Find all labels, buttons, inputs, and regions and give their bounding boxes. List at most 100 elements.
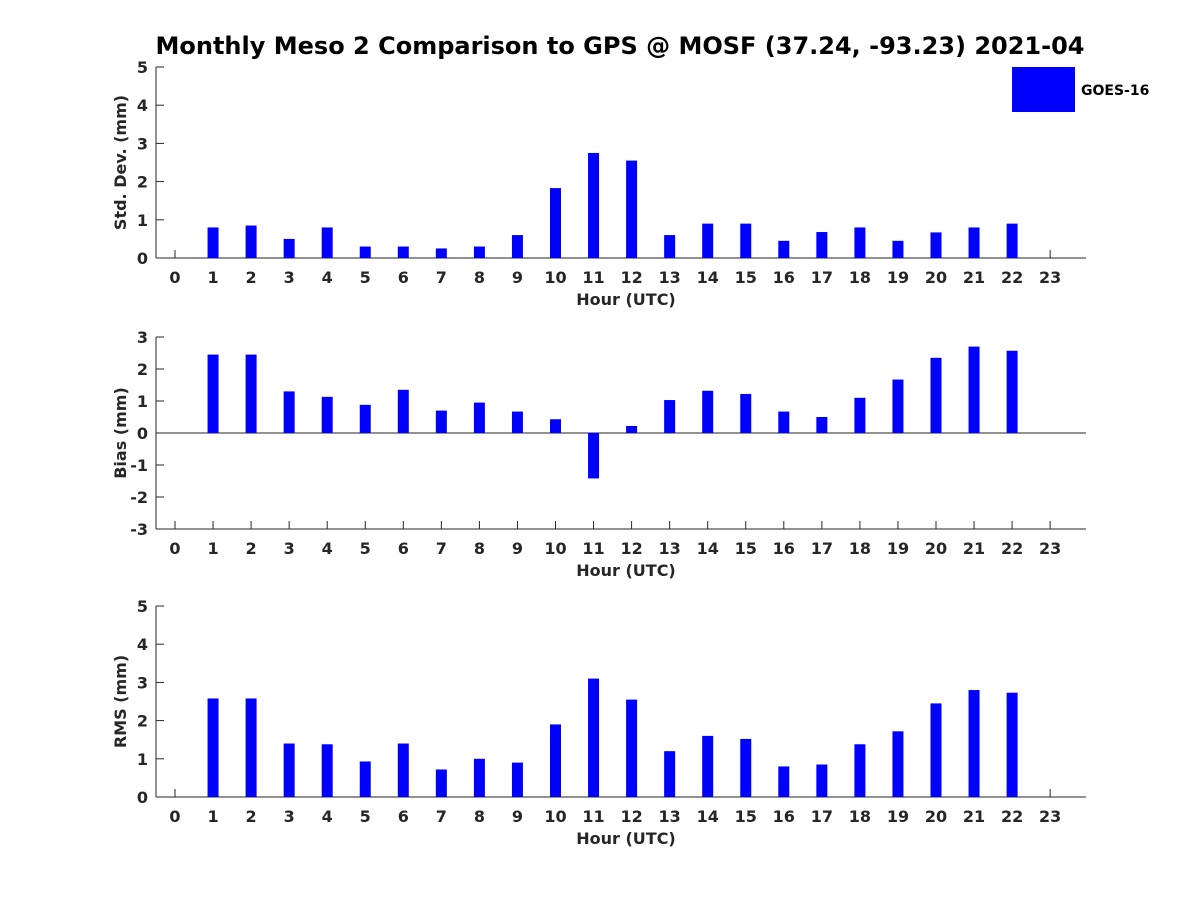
rms-bar	[511, 762, 523, 797]
rms-x-tick-label: 10	[544, 807, 566, 826]
std-dev-x-tick-label: 1	[207, 268, 218, 287]
std-dev-x-tick-label: 19	[887, 268, 909, 287]
rms-y-tick-label: 3	[137, 673, 148, 692]
rms-x-tick-label: 9	[512, 807, 523, 826]
bias-y-tick-label: 1	[137, 392, 148, 411]
std-dev-bar	[816, 232, 828, 258]
bias-x-axis-label: Hour (UTC)	[576, 561, 676, 580]
rms-bar	[550, 724, 561, 797]
rms-y-tick-label: 2	[137, 712, 148, 731]
legend-swatch	[1012, 67, 1075, 112]
bias-bar	[588, 433, 600, 479]
bias-x-tick-label: 5	[360, 539, 371, 558]
bias-x-tick-label: 22	[1001, 539, 1023, 558]
bias-x-tick-label: 12	[620, 539, 642, 558]
rms-bar	[854, 744, 866, 797]
std-dev-x-tick-label: 6	[398, 268, 409, 287]
std-dev-x-axis-label: Hour (UTC)	[576, 290, 676, 309]
rms-x-tick-label: 2	[246, 807, 257, 826]
rms-x-tick-label: 17	[811, 807, 833, 826]
std-dev-y-axis-label: Std. Dev. (mm)	[111, 95, 130, 230]
rms-x-tick-label: 5	[360, 807, 371, 826]
bias-x-tick-label: 2	[246, 539, 257, 558]
rms-x-tick-label: 4	[322, 807, 333, 826]
std-dev-x-tick-label: 21	[963, 268, 985, 287]
rms-x-tick-label: 3	[284, 807, 295, 826]
rms-x-tick-label: 7	[436, 807, 447, 826]
bias-bar	[740, 393, 752, 433]
rms-y-tick-label: 4	[137, 635, 148, 654]
rms-x-tick-label: 18	[849, 807, 871, 826]
rms-bar	[435, 769, 447, 797]
bias-x-tick-label: 15	[735, 539, 757, 558]
std-dev-x-tick-label: 10	[544, 268, 566, 287]
std-dev-bar	[930, 232, 942, 258]
bias-bar	[854, 397, 866, 433]
bias-bar	[968, 346, 980, 433]
std-dev-x-tick-label: 2	[246, 268, 257, 287]
rms-x-tick-label: 22	[1001, 807, 1023, 826]
bias-x-tick-label: 14	[697, 539, 719, 558]
bias-bar	[511, 411, 523, 433]
bias-bar	[1006, 350, 1018, 433]
rms-y-tick-label: 1	[137, 750, 148, 769]
bias-x-tick-label: 6	[398, 539, 409, 558]
rms-x-tick-label: 13	[659, 807, 681, 826]
std-dev-x-tick-label: 12	[620, 268, 642, 287]
rms-bar	[702, 735, 714, 797]
rms-bar	[892, 731, 904, 797]
bias-x-tick-label: 9	[512, 539, 523, 558]
bias-bar	[207, 354, 219, 433]
rms-x-tick-label: 19	[887, 807, 909, 826]
std-dev-x-tick-label: 18	[849, 268, 871, 287]
rms-bar	[359, 761, 371, 797]
bias-bar	[435, 410, 447, 433]
rms-x-tick-label: 8	[474, 807, 485, 826]
bias-bar	[473, 402, 485, 433]
std-dev-y-tick-label: 5	[137, 58, 148, 77]
bias-x-tick-label: 17	[811, 539, 833, 558]
bias-x-tick-label: 16	[773, 539, 795, 558]
std-dev-bar	[435, 248, 447, 258]
rms-x-axis-label: Hour (UTC)	[576, 829, 676, 848]
bias-y-tick-label: 3	[137, 328, 148, 347]
bias-y-tick-label: -3	[130, 520, 148, 539]
bias-x-tick-label: 3	[284, 539, 295, 558]
bias-x-tick-label: 13	[659, 539, 681, 558]
rms-x-tick-label: 11	[582, 807, 604, 826]
rms-x-tick-label: 21	[963, 807, 985, 826]
legend: GOES-16	[1012, 67, 1149, 112]
rms-x-tick-label: 0	[169, 807, 180, 826]
bias-bar	[245, 354, 257, 433]
bias-x-tick-label: 4	[322, 539, 333, 558]
rms-y-tick-label: 0	[137, 788, 148, 807]
bias-y-tick-label: -1	[130, 456, 148, 475]
rms-bar	[626, 699, 638, 797]
rms-x-tick-label: 14	[697, 807, 719, 826]
rms-y-tick-label: 5	[137, 597, 148, 616]
std-dev-bar	[550, 188, 561, 258]
rms-x-tick-label: 15	[735, 807, 757, 826]
rms-x-tick-label: 16	[773, 807, 795, 826]
std-dev-y-tick-label: 3	[137, 134, 148, 153]
bias-bar	[321, 396, 333, 433]
rms-bar	[397, 743, 409, 797]
std-dev-bar	[207, 227, 219, 258]
rms-bar	[778, 766, 790, 797]
rms-x-tick-label: 23	[1039, 807, 1061, 826]
std-dev-bar	[321, 227, 333, 258]
std-dev-y-tick-label: 2	[137, 173, 148, 192]
rms-bar	[207, 698, 219, 797]
bias-x-tick-label: 20	[925, 539, 947, 558]
rms-bar	[1006, 692, 1018, 797]
std-dev-y-tick-label: 1	[137, 211, 148, 230]
std-dev-x-tick-label: 9	[512, 268, 523, 287]
bias-bar	[550, 419, 561, 433]
bias-bar	[892, 379, 904, 433]
rms-bar	[245, 698, 257, 797]
bias-bar	[283, 391, 295, 433]
std-dev-x-tick-label: 17	[811, 268, 833, 287]
